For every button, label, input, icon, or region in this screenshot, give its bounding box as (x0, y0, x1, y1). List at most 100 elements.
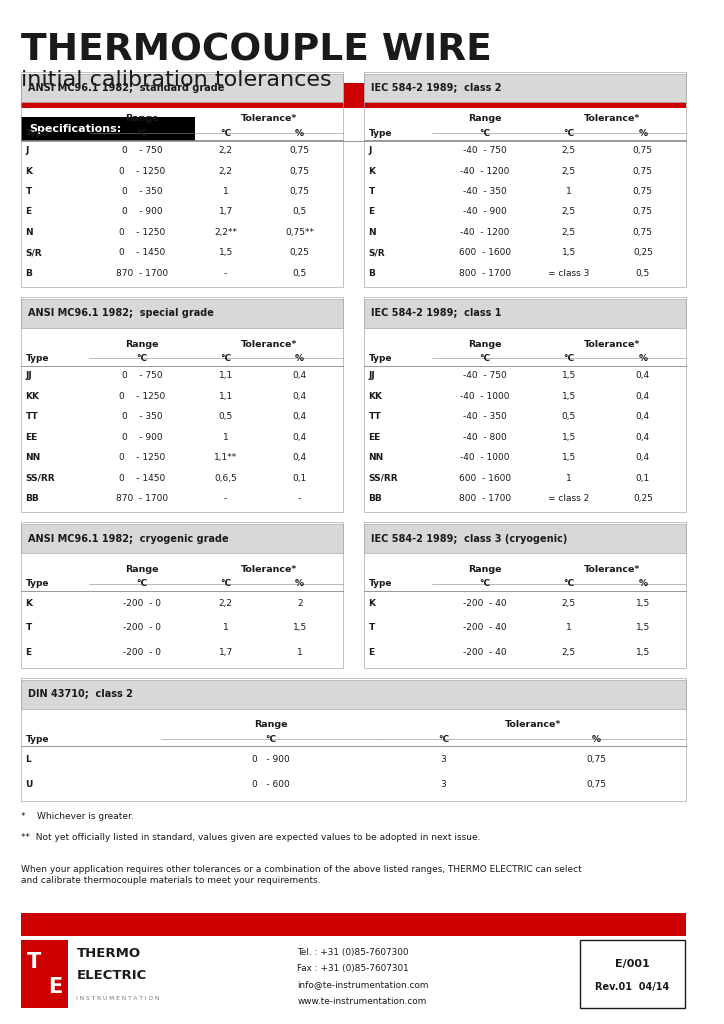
Text: S/R: S/R (369, 249, 385, 257)
Text: Range: Range (125, 115, 159, 123)
Text: 0,4: 0,4 (292, 392, 307, 400)
Text: NN: NN (369, 454, 384, 462)
Text: E: E (49, 977, 62, 997)
Text: 0,5: 0,5 (636, 269, 650, 278)
Text: U: U (25, 780, 33, 790)
Text: N: N (25, 228, 33, 237)
FancyBboxPatch shape (21, 913, 686, 936)
Text: 600  - 1600: 600 - 1600 (459, 474, 511, 482)
Text: -40  - 750: -40 - 750 (463, 146, 507, 155)
Text: °C: °C (563, 354, 574, 362)
Text: Type: Type (369, 354, 392, 362)
Text: -: - (224, 269, 227, 278)
Text: -40  - 900: -40 - 900 (463, 208, 507, 216)
Text: TT: TT (369, 413, 382, 421)
FancyBboxPatch shape (580, 940, 685, 1008)
Text: Tolerance*: Tolerance* (241, 340, 298, 348)
Text: 2,5: 2,5 (562, 228, 576, 237)
Text: J: J (25, 146, 29, 155)
Text: Tolerance*: Tolerance* (584, 565, 641, 573)
Text: 800  - 1700: 800 - 1700 (459, 269, 511, 278)
Text: -40  - 1000: -40 - 1000 (460, 392, 510, 400)
Text: 2,5: 2,5 (562, 599, 576, 607)
Text: -200  - 40: -200 - 40 (463, 624, 507, 632)
Text: 870  - 1700: 870 - 1700 (116, 269, 168, 278)
Text: EE: EE (369, 433, 381, 441)
Text: B: B (25, 269, 33, 278)
Text: °C: °C (136, 129, 148, 137)
Text: ANSI MC96.1 1982;  cryogenic grade: ANSI MC96.1 1982; cryogenic grade (28, 534, 228, 544)
Text: EE: EE (25, 433, 38, 441)
Text: 0,75: 0,75 (633, 187, 653, 196)
Text: 3: 3 (441, 755, 447, 764)
Text: 0,75: 0,75 (586, 780, 607, 790)
Text: 1: 1 (223, 624, 229, 632)
Text: Type: Type (25, 580, 49, 588)
Text: -200  - 0: -200 - 0 (123, 599, 161, 607)
Text: 0,75**: 0,75** (285, 228, 314, 237)
Text: 0,4: 0,4 (292, 372, 307, 380)
Text: 2,2: 2,2 (219, 599, 232, 607)
Text: 0    - 1450: 0 - 1450 (119, 474, 165, 482)
Text: 0    - 1250: 0 - 1250 (119, 392, 165, 400)
Text: THERMO: THERMO (77, 947, 140, 961)
Text: = class 2: = class 2 (548, 495, 589, 503)
Text: %: % (592, 735, 601, 743)
Text: %: % (295, 129, 304, 137)
Text: °C: °C (563, 129, 574, 137)
Text: 0,1: 0,1 (636, 474, 650, 482)
Text: B: B (369, 269, 376, 278)
Text: N: N (369, 228, 376, 237)
Text: Range: Range (468, 340, 502, 348)
Text: 0   - 900: 0 - 900 (252, 755, 290, 764)
Text: 1,5: 1,5 (636, 599, 650, 607)
Text: %: % (639, 354, 647, 362)
Text: 0,4: 0,4 (636, 454, 650, 462)
Text: 1,7: 1,7 (219, 648, 233, 656)
Text: -40  - 1000: -40 - 1000 (460, 454, 510, 462)
Text: 2,2**: 2,2** (214, 228, 237, 237)
Text: °C: °C (479, 580, 491, 588)
Text: JJ: JJ (369, 372, 375, 380)
Text: 1: 1 (566, 624, 572, 632)
Text: 1,5: 1,5 (562, 249, 576, 257)
Text: 0,6,5: 0,6,5 (214, 474, 237, 482)
Text: °C: °C (438, 735, 449, 743)
Text: Tel. : +31 (0)85-7607300: Tel. : +31 (0)85-7607300 (297, 947, 408, 956)
Text: 2,2: 2,2 (219, 167, 232, 175)
Text: 1,5: 1,5 (562, 392, 576, 400)
Text: When your application requires other tolerances or a combination of the above li: When your application requires other tol… (21, 865, 582, 885)
FancyBboxPatch shape (21, 83, 686, 108)
Text: K: K (369, 599, 376, 607)
Text: T: T (25, 624, 32, 632)
Text: °C: °C (220, 580, 231, 588)
Text: SS/RR: SS/RR (25, 474, 55, 482)
Text: initial calibration tolerances: initial calibration tolerances (21, 70, 332, 90)
Text: 0    - 1250: 0 - 1250 (119, 228, 165, 237)
FancyBboxPatch shape (364, 524, 686, 553)
Text: 0,75: 0,75 (633, 167, 653, 175)
FancyBboxPatch shape (21, 74, 343, 102)
Text: 1,5: 1,5 (636, 648, 650, 656)
Text: THERMOCOUPLE WIRE: THERMOCOUPLE WIRE (21, 33, 492, 69)
Text: 0,25: 0,25 (633, 249, 653, 257)
Text: BB: BB (25, 495, 39, 503)
Text: JJ: JJ (25, 372, 33, 380)
Text: KK: KK (25, 392, 40, 400)
Text: Tolerance*: Tolerance* (505, 721, 562, 729)
Text: -200  - 40: -200 - 40 (463, 599, 507, 607)
Text: 1: 1 (566, 187, 572, 196)
Text: 2,5: 2,5 (562, 146, 576, 155)
Text: 0,5: 0,5 (292, 208, 307, 216)
Text: K: K (25, 599, 33, 607)
Text: -40  - 1200: -40 - 1200 (460, 167, 510, 175)
Text: °C: °C (563, 580, 574, 588)
Text: 0,4: 0,4 (636, 433, 650, 441)
Text: 1,5: 1,5 (636, 624, 650, 632)
Text: 0,4: 0,4 (636, 372, 650, 380)
Text: 1,5: 1,5 (562, 372, 576, 380)
Text: 800  - 1700: 800 - 1700 (459, 495, 511, 503)
Text: Type: Type (369, 580, 392, 588)
Text: BB: BB (369, 495, 382, 503)
Text: **  Not yet officially listed in standard, values given are expected values to b: ** Not yet officially listed in standard… (21, 833, 481, 842)
